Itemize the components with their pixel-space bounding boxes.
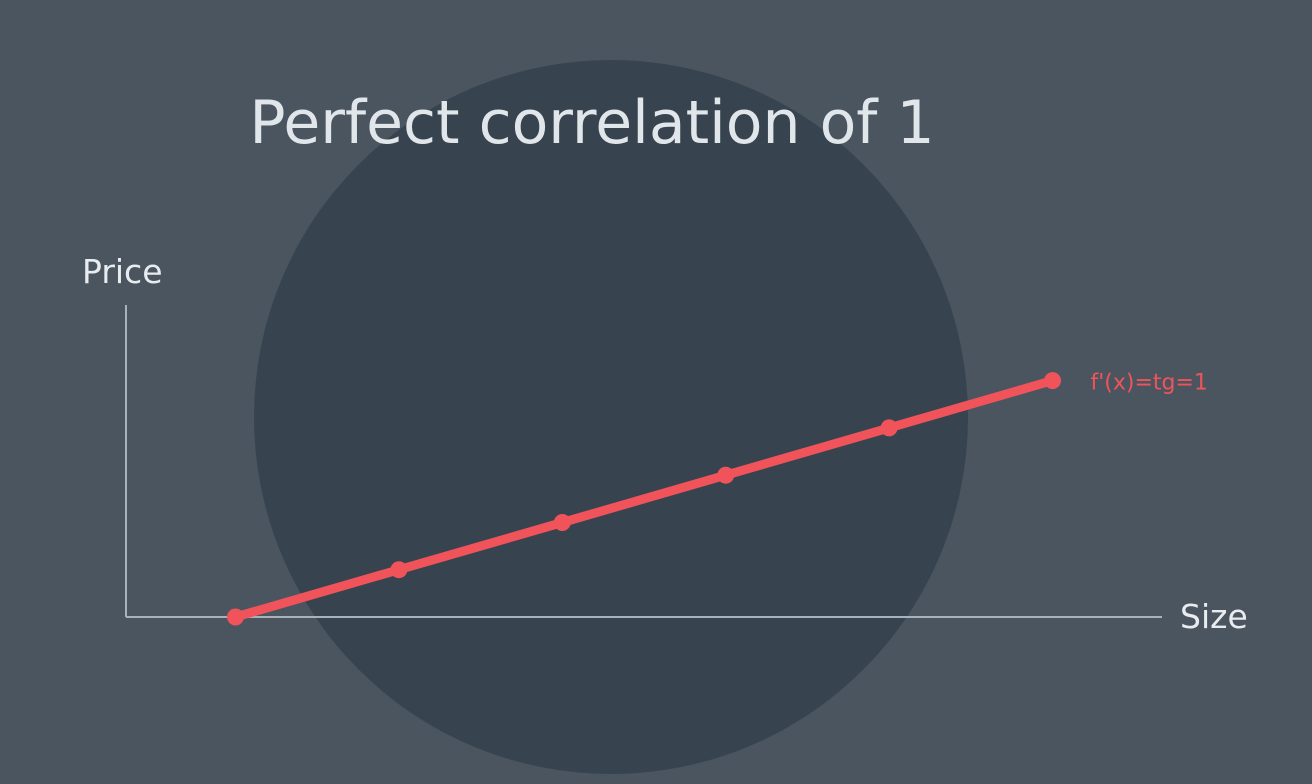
data-point-5 bbox=[880, 419, 898, 437]
data-point-3 bbox=[553, 514, 571, 531]
data-point-1 bbox=[227, 608, 244, 626]
series-group bbox=[227, 372, 1061, 626]
data-point-6 bbox=[1044, 372, 1061, 390]
background-circle bbox=[254, 60, 968, 774]
x-axis-label: Size bbox=[1180, 597, 1248, 636]
series-line bbox=[231, 376, 1057, 622]
data-point-4 bbox=[717, 466, 735, 484]
y-axis-label: Price bbox=[82, 252, 163, 291]
chart-title: Perfect correlation of 1 bbox=[249, 88, 934, 158]
data-point-2 bbox=[390, 561, 408, 579]
slope-annotation: f'(x)=tg=1 bbox=[1091, 371, 1208, 396]
